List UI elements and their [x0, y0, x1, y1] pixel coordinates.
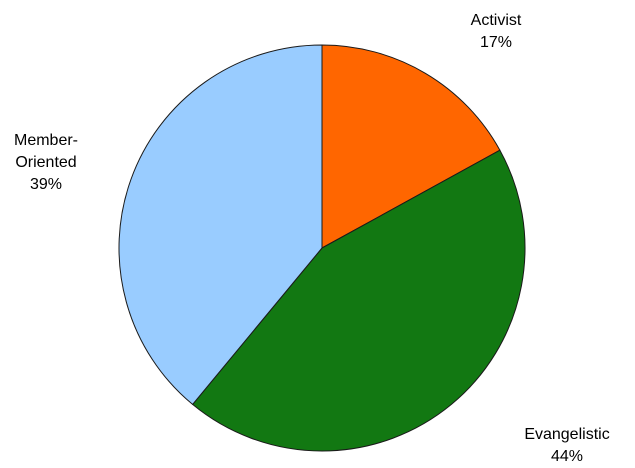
pie-slice-activist [321, 44, 501, 249]
slice-label-evangelistic: Evangelistic 44% [500, 424, 634, 468]
slice-label-member-oriented: Member- Oriented 39% [0, 130, 92, 196]
slice-name-activist: Activist [470, 12, 522, 29]
slice-name-member-line1: Member- [13, 132, 78, 149]
pie-slice-evangelistic [191, 149, 526, 452]
slice-value-activist: 17% [479, 34, 513, 51]
slice-name-evangelistic: Evangelistic [524, 426, 610, 443]
slice-name-member-line2: Oriented [15, 154, 77, 171]
slice-value-evangelistic: 44% [550, 448, 584, 465]
slice-value-member-oriented: 39% [29, 176, 63, 193]
pie-slice-member-oriented [118, 44, 323, 406]
slice-label-activist: Activist 17% [454, 10, 538, 54]
pie-slices [118, 44, 526, 452]
